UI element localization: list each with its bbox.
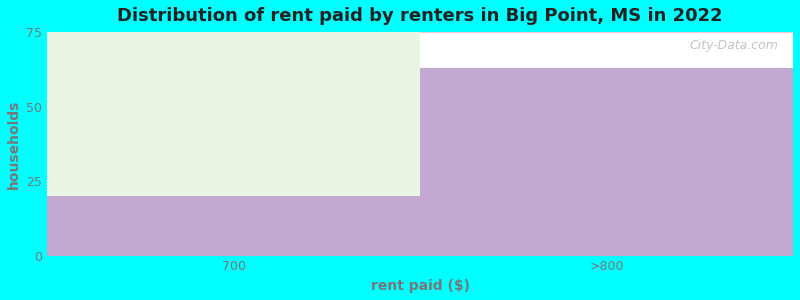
Title: Distribution of rent paid by renters in Big Point, MS in 2022: Distribution of rent paid by renters in … [118, 7, 723, 25]
X-axis label: rent paid ($): rent paid ($) [370, 279, 470, 293]
Y-axis label: households: households [7, 99, 21, 188]
Text: City-Data.com: City-Data.com [690, 39, 778, 52]
